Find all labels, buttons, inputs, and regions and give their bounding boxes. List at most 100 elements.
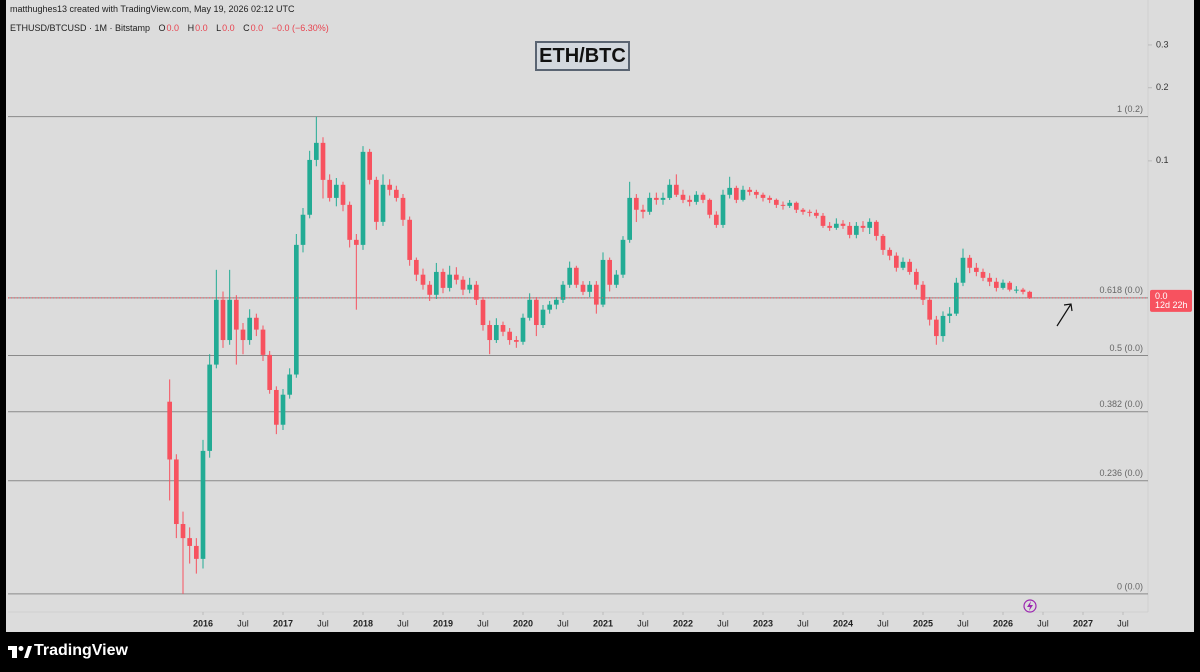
candle-body (200, 450, 206, 559)
brand: TradingView (34, 642, 128, 659)
x-tick-label: 2024 (833, 618, 853, 628)
candle-body (927, 299, 932, 320)
candle-body (220, 299, 226, 341)
candle-body (334, 184, 339, 198)
candle-body (974, 267, 979, 272)
arrow-annotation (1056, 303, 1073, 327)
candle-body (734, 187, 739, 200)
candle-body (727, 187, 732, 195)
candle-body (667, 184, 672, 198)
candle-body (760, 194, 766, 198)
candle-body (440, 271, 446, 288)
candle-body (874, 221, 879, 236)
candle-body (787, 202, 792, 206)
candle-body (280, 394, 286, 425)
ohlc-value: 0.0 (250, 23, 264, 33)
candle-body (427, 284, 432, 295)
candle-body (327, 179, 332, 198)
change: −0.0 (−6.30%) (271, 23, 329, 33)
candle-body (807, 211, 812, 213)
candle-body (934, 319, 939, 337)
candle-body (194, 545, 199, 559)
candle-body (860, 225, 866, 228)
candle-body (454, 274, 459, 280)
ohlc-value: 0.0 (166, 23, 180, 33)
candle-body (167, 401, 172, 460)
candle-body (907, 261, 912, 272)
candle-body (987, 277, 992, 282)
candle-body (794, 202, 799, 210)
candle-body (894, 255, 899, 268)
candle-body (554, 299, 559, 305)
candle-body (587, 284, 592, 292)
y-tick-label: 0.3 (1156, 39, 1169, 49)
candle-body (374, 179, 379, 222)
x-tick-label: 2026 (993, 618, 1013, 628)
bar-countdown: 12d 22h (1155, 300, 1188, 310)
candle-body (207, 364, 212, 451)
candle-body (834, 223, 839, 228)
candle-body (1007, 282, 1012, 290)
candle-body (847, 225, 852, 235)
candle-body (740, 189, 746, 200)
x-tick-label: Jul (1117, 618, 1129, 628)
candle-body (754, 191, 759, 195)
candle-body (567, 267, 572, 285)
candle-body (514, 340, 519, 342)
candle-body (480, 299, 486, 326)
candle-body (487, 325, 492, 341)
x-tick-label: Jul (237, 618, 249, 628)
x-tick-label: 2020 (513, 618, 533, 628)
x-tick-label: Jul (877, 618, 889, 628)
candle-body (300, 214, 306, 245)
ohlc-value: 0.0 (222, 23, 235, 33)
candle-body (594, 284, 599, 305)
candle-body (447, 274, 452, 288)
fib-label: 0.382 (0.0) (1099, 399, 1143, 409)
fib-label: 0.618 (0.0) (1099, 285, 1143, 295)
event-icon[interactable] (1023, 599, 1037, 613)
candle-body (980, 271, 986, 278)
candle-body (394, 189, 399, 198)
candle-body (340, 184, 346, 205)
x-tick-label: 2023 (753, 618, 773, 628)
candle-body (240, 329, 246, 341)
last-price-label: 0.0 (1155, 291, 1168, 301)
candle-body (1014, 289, 1019, 291)
candle-body (400, 197, 406, 220)
candle-body (380, 184, 386, 222)
candle-body (1020, 289, 1026, 292)
candle-body (407, 219, 412, 260)
candle-body (227, 299, 232, 341)
x-tick-label: Jul (477, 618, 489, 628)
ohlc-key: H (187, 23, 195, 33)
candle-body (187, 538, 192, 546)
x-tick-label: 2018 (353, 618, 373, 628)
candle-body (467, 284, 472, 290)
y-tick-label: 0.2 (1156, 82, 1169, 92)
brand-logo (8, 646, 32, 658)
x-tick-label: Jul (797, 618, 809, 628)
candle-body (814, 212, 819, 216)
candle-body (634, 197, 639, 210)
candle-body (654, 197, 659, 200)
candle-body (867, 221, 872, 228)
fib-label: 1 (0.2) (1117, 104, 1143, 114)
candle-body (174, 459, 179, 525)
candle-body (1000, 282, 1006, 288)
candle-body (947, 313, 952, 316)
candle-body (920, 284, 926, 300)
last-price-tag (1150, 289, 1192, 312)
candle-body (534, 299, 539, 326)
candle-body (320, 142, 326, 180)
candle-body (314, 142, 319, 160)
candle-body (560, 284, 566, 300)
candle-body (640, 209, 646, 212)
candle-body (914, 271, 919, 285)
candle-body (647, 197, 652, 212)
candle-body (180, 524, 186, 539)
candle-body (854, 225, 859, 235)
candle-body (214, 299, 219, 365)
ohlc-key: O (158, 23, 166, 33)
